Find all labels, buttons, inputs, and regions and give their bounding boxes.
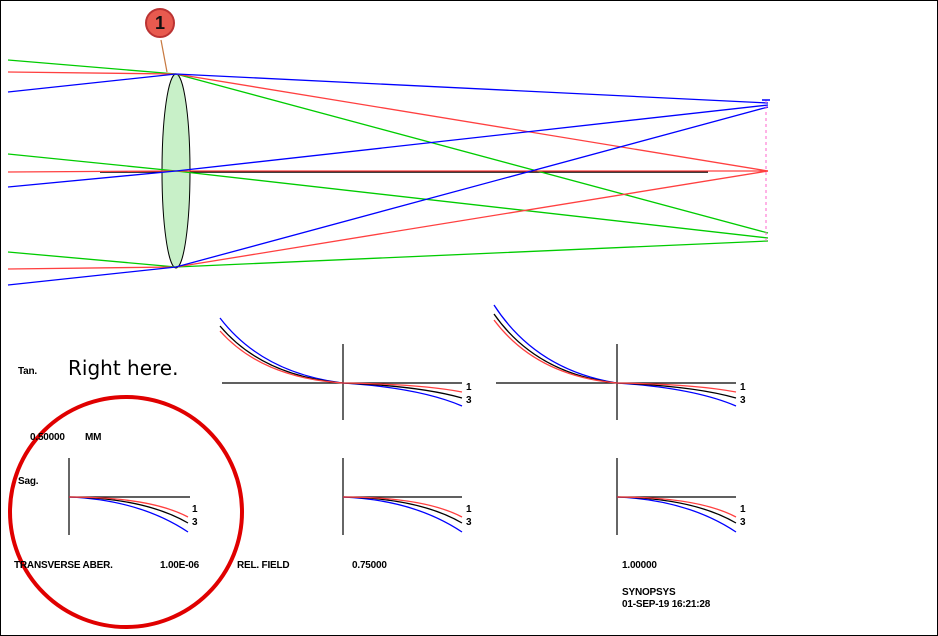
sag-plot-field-2: [616, 458, 737, 535]
green-ray-bundle: [7, 59, 769, 268]
timestamp-label: 01-SEP-19 16:21:28: [622, 599, 711, 610]
tan-plot-field-0: [219, 317, 463, 420]
sag3-curve-3-label: 3: [740, 517, 746, 528]
sag2-curve-3-label: 3: [466, 517, 472, 528]
red-ray-bundle: [7, 71, 769, 270]
sag2-curve-1-label: 1: [466, 504, 472, 515]
tan-label: Tan.: [18, 366, 38, 377]
annotation-note: Right here.: [68, 356, 179, 380]
blue-ray-bundle: [7, 73, 769, 286]
sag-curve-1-label: 1: [192, 504, 198, 515]
sag-label: Sag.: [18, 476, 39, 487]
scale-unit: MM: [85, 432, 102, 443]
sag-curve-3-label: 3: [192, 517, 198, 528]
program-label: SYNOPSYS: [622, 587, 676, 598]
highlight-circle: [8, 395, 244, 629]
field-0-label: 0.75000: [352, 560, 387, 571]
tan2-curve-3-label: 3: [740, 395, 746, 406]
surface-number-marker: 1: [145, 8, 175, 38]
sag3-curve-1-label: 1: [740, 504, 746, 515]
marker-leader: [160, 39, 168, 73]
transverse-aber-label: TRANSVERSE ABER.: [14, 560, 113, 571]
tan-plot-field-1: [493, 304, 737, 420]
tan-curve-3-label: 3: [466, 395, 472, 406]
sag-plot-field-1: [342, 458, 463, 535]
rel-field-label: REL. FIELD: [237, 560, 290, 571]
sag-plot-field-0: [68, 458, 190, 535]
scale-value: 0.50000: [30, 432, 65, 443]
wavelength-label: 1.00E-06: [160, 560, 199, 571]
field-1-label: 1.00000: [622, 560, 657, 571]
tan-curve-1-label: 1: [466, 382, 472, 393]
tan2-curve-1-label: 1: [740, 382, 746, 393]
